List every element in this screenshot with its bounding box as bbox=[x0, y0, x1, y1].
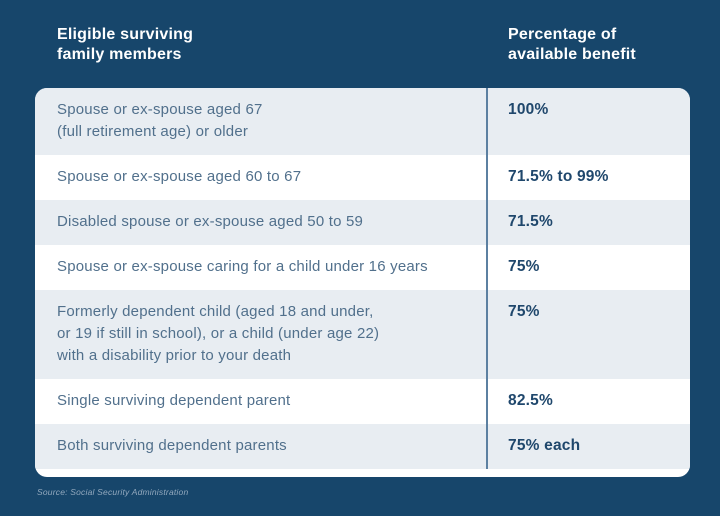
member-cell: Disabled spouse or ex-spouse aged 50 to … bbox=[57, 213, 364, 230]
percent-cell: 75% each bbox=[508, 437, 581, 454]
table-row: Disabled spouse or ex-spouse aged 50 to … bbox=[35, 200, 690, 245]
member-cell: Both surviving dependent parents bbox=[57, 437, 287, 454]
percent-cell: 71.5% bbox=[508, 213, 553, 230]
member-cell: Spouse or ex-spouse aged 60 to 67 bbox=[57, 168, 302, 185]
header-eligible-members: Eligible surviving family members bbox=[57, 26, 194, 63]
header-percentage-benefit: Percentage of available benefit bbox=[508, 26, 636, 63]
member-cell: Single surviving dependent parent bbox=[57, 392, 291, 409]
table-row: Spouse or ex-spouse caring for a child u… bbox=[35, 245, 690, 290]
table-row: Spouse or ex-spouse aged 60 to 67 71.5% … bbox=[35, 155, 690, 200]
table-row: Both surviving dependent parents 75% eac… bbox=[35, 424, 690, 469]
benefits-table: Spouse or ex-spouse aged 67 (full retire… bbox=[35, 88, 690, 477]
table-header: Eligible surviving family members Percen… bbox=[35, 25, 690, 65]
member-cell: Formerly dependent child (aged 18 and un… bbox=[57, 303, 380, 364]
percent-cell: 82.5% bbox=[508, 392, 553, 409]
percent-cell: 71.5% to 99% bbox=[508, 168, 609, 185]
column-divider bbox=[486, 88, 488, 469]
percent-cell: 100% bbox=[508, 101, 549, 118]
member-cell: Spouse or ex-spouse caring for a child u… bbox=[57, 258, 428, 275]
source-note: Source: Social Security Administration bbox=[37, 487, 189, 497]
percent-cell: 75% bbox=[508, 258, 540, 275]
member-cell: Spouse or ex-spouse aged 67 (full retire… bbox=[57, 101, 263, 140]
table-row: Formerly dependent child (aged 18 and un… bbox=[35, 290, 690, 379]
table-row: Spouse or ex-spouse aged 67 (full retire… bbox=[35, 88, 690, 155]
percent-cell: 75% bbox=[508, 303, 540, 320]
table-row: Single surviving dependent parent 82.5% bbox=[35, 379, 690, 424]
